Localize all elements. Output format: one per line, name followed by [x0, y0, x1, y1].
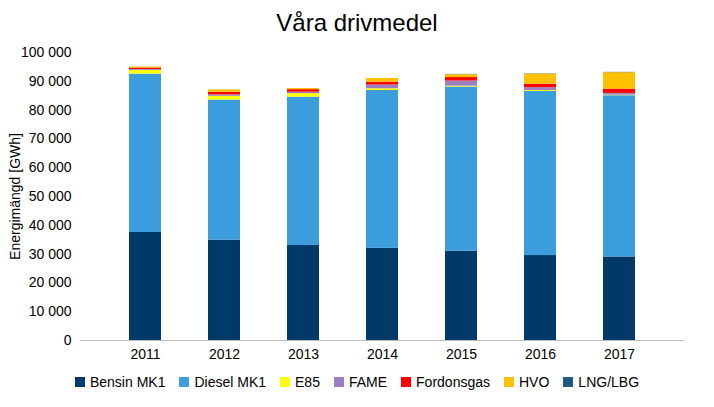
svg-text:30 000: 30 000	[29, 246, 72, 262]
svg-text:40 000: 40 000	[29, 217, 72, 233]
svg-text:2015: 2015	[446, 346, 477, 362]
svg-text:90 000: 90 000	[29, 73, 72, 89]
svg-text:Energimängd [GWh]: Energimängd [GWh]	[7, 133, 23, 260]
svg-text:2017: 2017	[604, 346, 635, 362]
svg-text:50 000: 50 000	[29, 188, 72, 204]
html-text:Diesel MK1: Diesel MK1	[194, 374, 266, 390]
svg-text:2011: 2011	[130, 346, 160, 362]
html-text:Våra drivmedel: Våra drivmedel	[276, 9, 438, 36]
html-text:Bensin MK1: Bensin MK1	[89, 374, 166, 390]
svg-text:100 000: 100 000	[21, 44, 72, 60]
svg-text:10 000: 10 000	[29, 303, 72, 319]
svg-text:70 000: 70 000	[29, 130, 72, 146]
html-text:E85: E85	[295, 374, 320, 390]
html-text:HVO: HVO	[519, 374, 550, 390]
svg-text:80 000: 80 000	[29, 102, 72, 118]
html-text:Fordonsgas: Fordonsgas	[416, 374, 490, 390]
html-text:FAME: FAME	[348, 374, 388, 390]
svg-text:2012: 2012	[209, 346, 240, 362]
svg-text:60 000: 60 000	[29, 159, 72, 175]
svg-text:2016: 2016	[525, 346, 556, 362]
svg-text:20 000: 20 000	[29, 274, 72, 290]
svg-text:2013: 2013	[288, 346, 319, 362]
svg-text:2014: 2014	[367, 346, 398, 362]
svg-text:0: 0	[64, 332, 72, 348]
html-text:LNG/LBG: LNG/LBG	[578, 374, 639, 390]
